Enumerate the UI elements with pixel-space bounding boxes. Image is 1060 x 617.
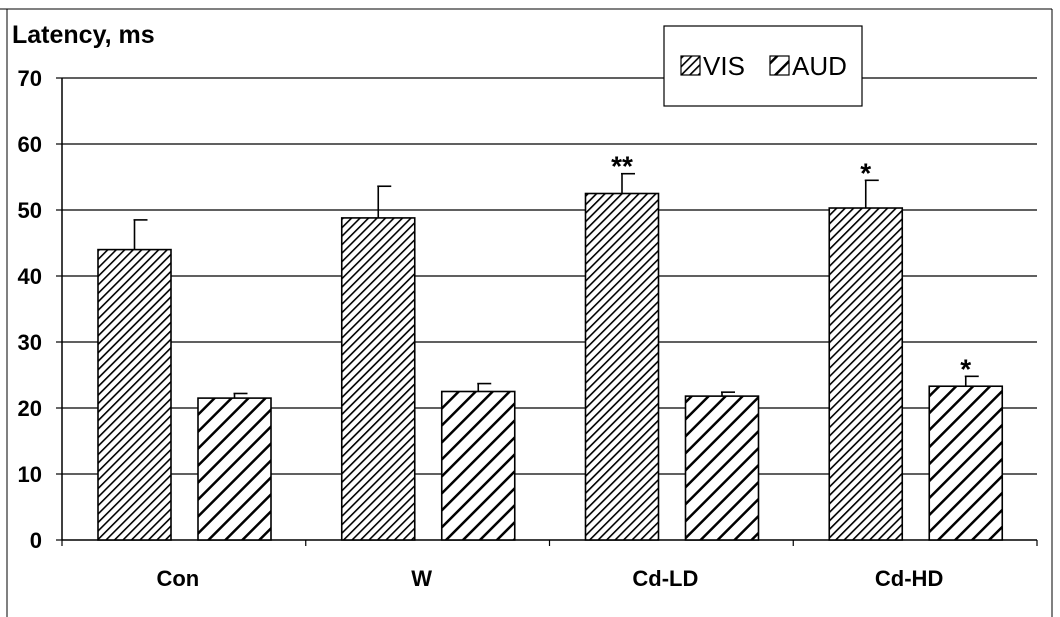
significance-annotations: ** ** — [611, 151, 971, 385]
x-category-label: Cd-HD — [875, 566, 943, 591]
y-tick-label: 50 — [18, 198, 42, 223]
legend: VIS AUD — [663, 25, 863, 107]
y-tick-label: 30 — [18, 330, 42, 355]
bar-vis-cd-ld — [584, 192, 660, 541]
legend-box — [663, 25, 863, 107]
y-tick-label: 60 — [18, 132, 42, 157]
bar-aud-cd-ld — [684, 395, 760, 541]
error-bars — [133, 172, 979, 399]
x-category-label: W — [411, 566, 432, 591]
bar-vis-w — [340, 217, 416, 541]
significance-marker: ** — [611, 151, 633, 182]
legend-label-aud: AUD — [792, 51, 847, 81]
y-tick-label: 70 — [18, 66, 42, 91]
y-tick-label: 10 — [18, 462, 42, 487]
bars — [97, 192, 1004, 541]
bar-aud-w — [440, 390, 516, 541]
category-labels: Con W Cd-LD Cd-HD — [156, 566, 943, 591]
legend-label-vis: VIS — [703, 51, 745, 81]
significance-marker: * — [860, 157, 871, 188]
bar-aud-con — [197, 397, 272, 541]
x-category-label: Con — [156, 566, 199, 591]
y-tick-label: 0 — [30, 528, 42, 553]
significance-marker: * — [960, 353, 971, 384]
y-axis-label: Latency, ms — [12, 21, 155, 49]
y-tick-label: 40 — [18, 264, 42, 289]
y-tick-label: 20 — [18, 396, 42, 421]
bar-aud-cd-hd — [928, 385, 1004, 541]
legend-swatch-aud — [769, 55, 790, 76]
bar-vis-con — [97, 248, 172, 541]
bar-vis-cd-hd — [828, 207, 904, 541]
legend-swatch-vis — [680, 55, 701, 76]
y-tick-labels: 0 10 20 30 40 50 60 70 — [18, 66, 42, 553]
x-category-label: Cd-LD — [632, 566, 698, 591]
